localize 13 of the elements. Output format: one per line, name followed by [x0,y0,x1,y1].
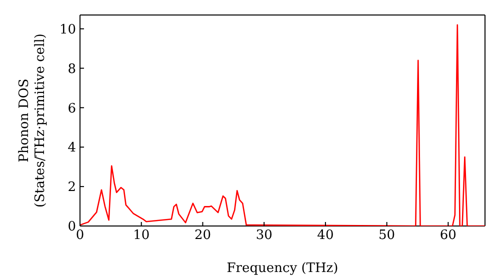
y-axis-title: Phonon DOS (States/THz·primitive cell) [17,33,48,208]
x-tick-label: 30 [256,228,272,244]
x-tick-label: 40 [317,228,334,244]
x-tick-label: 20 [194,228,211,244]
y-tick-label: 4 [68,140,76,156]
x-tick-label: 50 [378,228,396,244]
y-tick-label: 8 [68,62,76,77]
x-tick-label: 10 [133,228,150,244]
x-tick-label: 60 [440,228,456,244]
y-tick-label: 6 [68,101,76,116]
y-tick-label: 10 [59,22,76,38]
x-axis-title: Frequency (THz) [226,261,338,276]
y-tick-label: 2 [68,180,76,196]
